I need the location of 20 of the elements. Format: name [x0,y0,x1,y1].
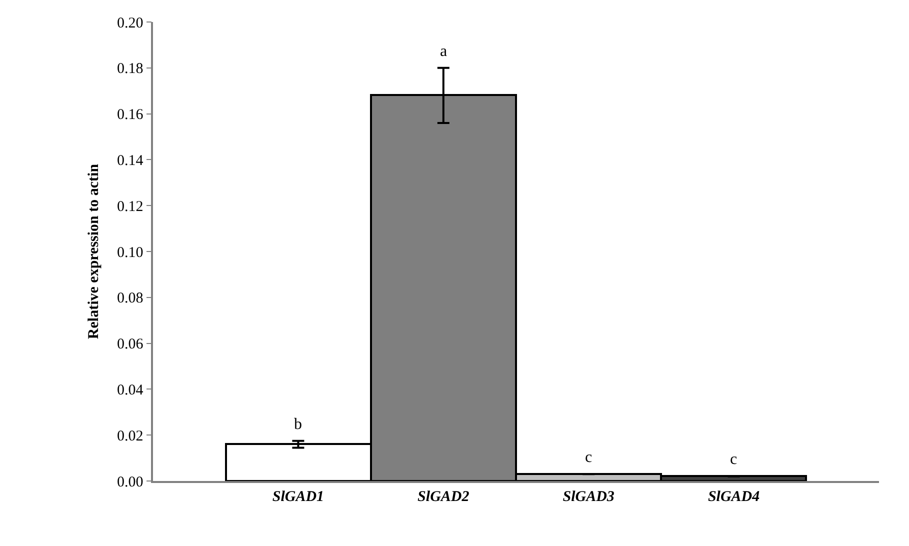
y-tick-label: 0.06 [117,336,144,353]
y-axis-title: Relative expression to actin [86,163,102,340]
y-tick-label: 0.20 [117,15,144,32]
x-tick-label: SlGAD4 [708,489,760,505]
y-tick-label: 0.02 [117,428,144,444]
x-tick-label: SlGAD3 [562,489,615,505]
x-tick-label: SlGAD1 [272,489,324,505]
y-tick-label: 0.10 [117,244,144,261]
y-tick-label: 0.12 [117,198,144,215]
annotation: c [585,449,592,466]
y-tick-label: 0.16 [117,107,144,124]
y-tick-label: 0.18 [117,61,144,78]
x-tick-label: SlGAD2 [418,489,470,505]
y-tick-label: 0.04 [117,382,144,398]
annotation: a [440,43,448,60]
y-tick-label: 0.08 [117,290,144,307]
annotation: b [294,416,302,433]
annotation: c [730,451,738,468]
y-tick-label: 0.14 [117,152,144,169]
y-tick-label: 0.00 [117,474,144,490]
